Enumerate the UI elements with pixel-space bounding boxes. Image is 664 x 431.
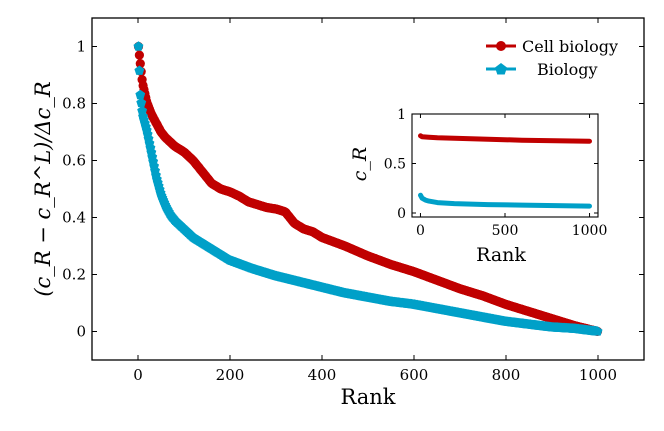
main-x-tick-label: 600 xyxy=(400,366,429,384)
inset-series-biology xyxy=(418,192,592,209)
main-y-tick-label: 0.4 xyxy=(62,209,86,227)
inset-ticks: 0 500 1000 0 0.5 1 xyxy=(384,107,608,239)
main-y-tick-label: 0 xyxy=(76,323,86,341)
data-point-cell-biology xyxy=(135,59,145,69)
data-point-biology xyxy=(135,89,146,100)
inset-x-axis-label: Rank xyxy=(476,244,526,266)
main-series xyxy=(133,41,603,336)
legend-label-biology: Biology xyxy=(537,60,598,79)
inset-x-tick-label: 500 xyxy=(492,223,519,239)
inset-y-axis-label-group: c_R xyxy=(349,147,371,181)
inset-y-tick-label: 0 xyxy=(397,206,406,222)
legend-label-cell-biology: Cell biology xyxy=(522,37,618,56)
main-x-axis-label: Rank xyxy=(340,385,395,409)
legend-marker-cell-biology xyxy=(496,41,506,51)
legend: Cell biology Biology xyxy=(486,37,618,79)
data-point-biology xyxy=(134,65,145,75)
inset-y-tick-label: 0.5 xyxy=(384,157,406,173)
inset-y-axis-label: c_R xyxy=(349,147,371,181)
main-y-tick-label: 1 xyxy=(76,38,86,56)
data-point-biology xyxy=(133,41,144,51)
legend-marker-biology xyxy=(495,63,507,75)
main-y-tick-label: 0.8 xyxy=(62,95,86,113)
main-plot-frame xyxy=(91,17,645,361)
main-x-tick-label: 200 xyxy=(216,366,245,384)
main-x-tick-label: 800 xyxy=(492,366,521,384)
inset-y-tick-label: 1 xyxy=(397,107,406,123)
inset-series xyxy=(418,133,592,209)
series-biology xyxy=(133,41,603,336)
main-ticks: 0 200 400 600 800 1000 0 0.2 0.4 0.6 0.8 1 xyxy=(62,18,644,384)
main-x-tick-label: 400 xyxy=(308,366,337,384)
data-point-biology xyxy=(136,97,147,108)
main-y-axis-label-group: (c_R − c_R^L)/Δc_R xyxy=(31,81,55,297)
inset-background xyxy=(412,114,598,217)
data-point-cell-biology xyxy=(134,50,144,60)
data-point-biology xyxy=(592,326,603,336)
inset-x-tick-label: 0 xyxy=(416,223,425,239)
inset-x-tick-label: 1000 xyxy=(572,223,608,239)
main-y-tick-label: 0.2 xyxy=(62,266,86,284)
main-y-tick-label: 0.6 xyxy=(62,152,86,170)
main-x-tick-label: 1000 xyxy=(579,366,617,384)
main-x-tick-label: 0 xyxy=(133,366,143,384)
series-cell-biology xyxy=(133,41,603,336)
inset-series-cell-biology xyxy=(418,133,592,144)
main-y-axis-label: (c_R − c_R^L)/Δc_R xyxy=(31,81,55,297)
